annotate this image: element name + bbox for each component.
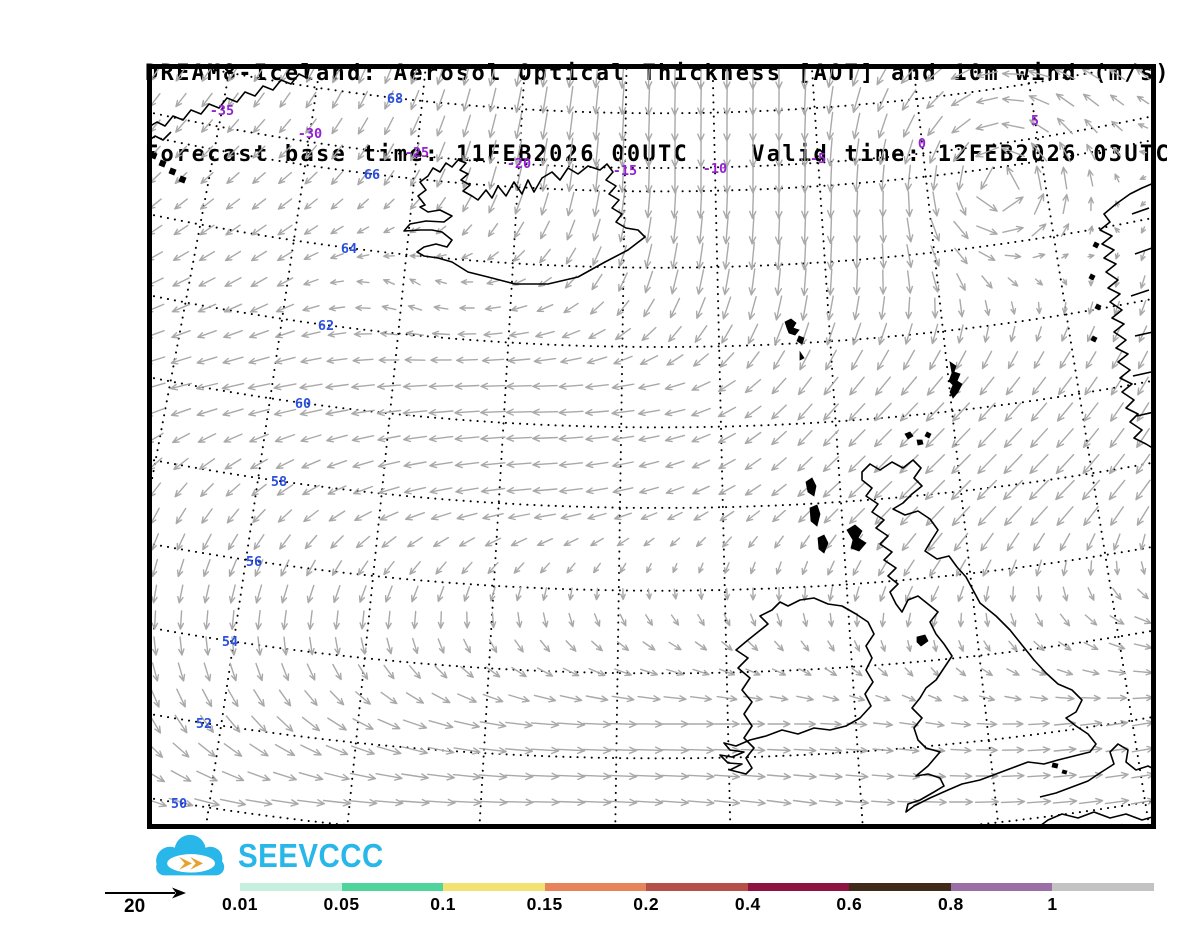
wind-reference-value: 20	[124, 896, 146, 917]
longitude-label: -25	[405, 145, 429, 161]
seevccc-cloud-icon	[156, 834, 225, 876]
legend-color-segment	[240, 883, 342, 891]
coastlines	[149, 66, 1154, 827]
latitude-label: 54	[222, 634, 238, 650]
longitude-label: -15	[613, 163, 637, 179]
legend-color-segment	[747, 883, 850, 891]
legend-color-segment	[646, 883, 748, 891]
legend-tick-label: 0.15	[526, 894, 563, 914]
legend-tick-label: 0.6	[836, 894, 863, 914]
forecast-map: -35 -30 -25 -20 -15 -10 -5 0 5 68 66 64 62 60 58 56 54 52…	[147, 64, 1156, 829]
wind-arrows	[149, 66, 1154, 827]
latitude-label: 58	[271, 474, 287, 490]
graticule	[149, 66, 1154, 827]
legend-color-segment	[1052, 883, 1154, 891]
latitude-label: 62	[318, 318, 334, 334]
longitude-label: -20	[507, 156, 531, 172]
latitude-label: 64	[341, 241, 357, 257]
legend-tick-label: 0.01	[221, 894, 259, 914]
legend-tick-label: 0.1	[430, 894, 457, 914]
aot-legend: 0.01 0.05 0.1 0.15 0.2 0.4 0.6 0.8 1	[222, 883, 1155, 923]
longitude-label: -30	[298, 126, 322, 142]
legend-color-segment	[849, 883, 951, 891]
graticule-labels: -35 -30 -25 -20 -15 -10 -5 0 5 68 66 64 62 60 58 56 54 52…	[171, 91, 1039, 812]
longitude-label: 5	[1031, 113, 1039, 129]
legend-tick-label: 1	[1047, 894, 1058, 914]
map-frame	[147, 64, 1156, 829]
legend-color-bar	[240, 883, 1154, 891]
latitude-label: 50	[171, 796, 187, 812]
legend-color-segment	[950, 883, 1053, 891]
map-canvas: -35 -30 -25 -20 -15 -10 -5 0 5 68 66 64 62 60 58 56 54 52…	[147, 64, 1156, 829]
seevccc-logo-text: SEEVCCC	[238, 837, 384, 875]
latitude-label: 60	[295, 396, 311, 412]
legend-color-segment	[341, 883, 444, 891]
latitude-label: 52	[196, 716, 212, 732]
legend-tick-label: 0.8	[937, 894, 964, 914]
legend-tick-label: 0.4	[734, 894, 761, 914]
latitude-label: 56	[246, 554, 262, 570]
longitude-label: -10	[703, 161, 727, 177]
longitude-label: -5	[810, 151, 826, 167]
legend-tick-label: 0.05	[323, 894, 360, 914]
wind-reference-arrow	[105, 887, 186, 899]
longitude-label: -35	[210, 103, 234, 119]
latitude-label: 66	[364, 167, 380, 183]
latitude-label: 68	[387, 91, 403, 107]
legend-color-segment	[544, 883, 647, 891]
legend-color-segment	[443, 883, 545, 891]
legend-tick-label: 0.2	[633, 894, 660, 914]
longitude-label: 0	[918, 136, 926, 152]
